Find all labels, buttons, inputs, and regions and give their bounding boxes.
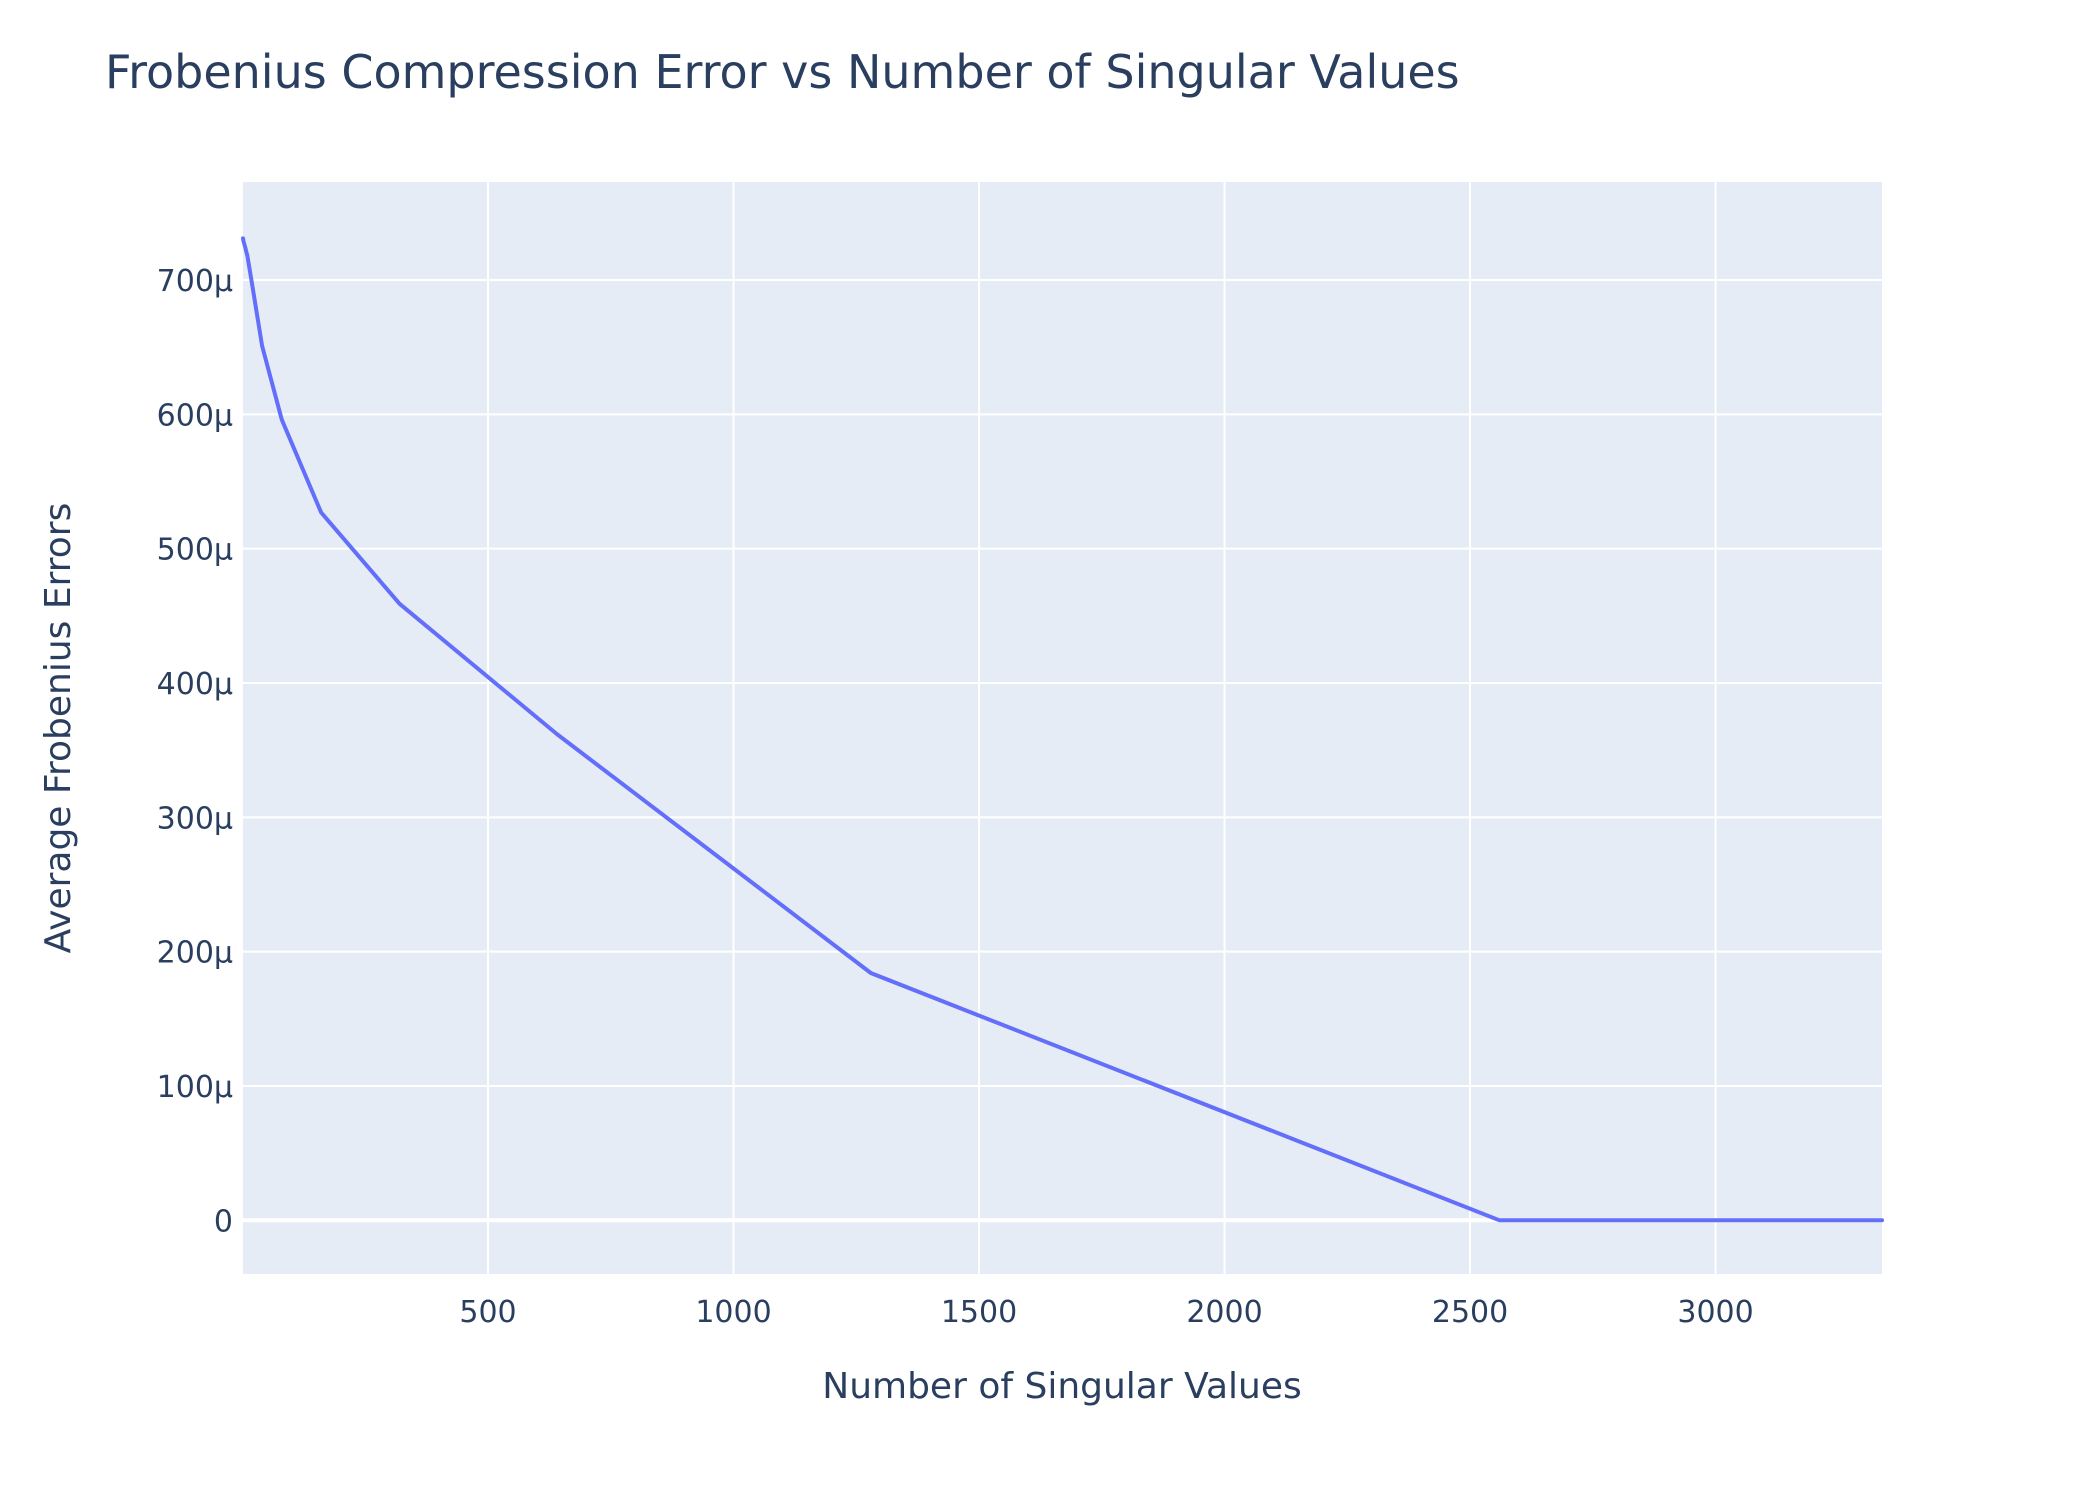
y-tick-label: 400μ [157,667,233,702]
x-axis-title: Number of Singular Values [822,1366,1301,1407]
y-tick-label: 100μ [157,1070,233,1105]
plot-area [243,182,1882,1274]
grid-lines [243,182,1882,1274]
series-line [241,236,1884,1223]
y-tick-label: 500μ [157,533,233,568]
x-tick-label: 2000 [1186,1295,1262,1330]
y-tick-label: 700μ [157,264,233,299]
x-tick-label: 1000 [695,1295,771,1330]
y-tick-label: 300μ [157,801,233,836]
y-tick-label: 600μ [157,398,233,433]
y-axis-title: Average Frobenius Errors [38,503,79,954]
series-layer [241,236,1884,1223]
x-tick-label: 2500 [1432,1295,1508,1330]
x-tick-label: 500 [459,1295,516,1330]
y-tick-label: 200μ [157,936,233,971]
y-tick-labels: 0 100μ 200μ 300μ 400μ 500μ 600μ 700μ [157,264,233,1239]
chart-title: Frobenius Compression Error vs Number of… [105,45,1460,99]
y-tick-label: 0 [214,1204,233,1239]
x-tick-label: 3000 [1677,1295,1753,1330]
x-tick-label: 1500 [941,1295,1017,1330]
x-tick-labels: 500 1000 1500 2000 2500 3000 [459,1295,1753,1330]
